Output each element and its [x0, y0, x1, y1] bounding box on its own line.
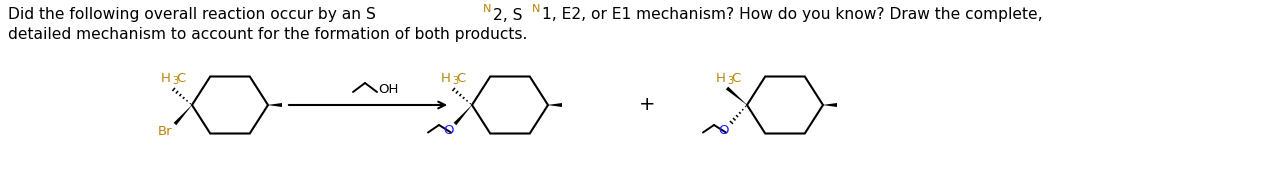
Text: C: C [731, 73, 740, 85]
Text: 2, S: 2, S [493, 7, 522, 22]
Text: H: H [441, 73, 451, 85]
Polygon shape [454, 105, 472, 125]
Polygon shape [548, 103, 562, 107]
Text: H: H [716, 73, 726, 85]
Polygon shape [824, 103, 838, 107]
Text: H: H [161, 73, 172, 85]
Text: 3: 3 [452, 76, 459, 86]
Polygon shape [268, 103, 282, 107]
Text: C: C [456, 73, 465, 85]
Text: C: C [175, 73, 186, 85]
Text: detailed mechanism to account for the formation of both products.: detailed mechanism to account for the fo… [8, 27, 527, 42]
Text: 1, E2, or E1 mechanism? How do you know? Draw the complete,: 1, E2, or E1 mechanism? How do you know?… [543, 7, 1043, 22]
Text: 3: 3 [727, 76, 733, 86]
Text: N: N [531, 4, 540, 14]
Polygon shape [726, 87, 747, 105]
Polygon shape [174, 105, 192, 125]
Text: 3: 3 [173, 76, 179, 86]
Text: O: O [718, 124, 730, 138]
Text: OH: OH [377, 82, 398, 96]
Text: Br: Br [158, 125, 172, 138]
Text: N: N [483, 4, 491, 14]
Text: O: O [444, 124, 454, 138]
Text: +: + [639, 95, 656, 113]
Text: Did the following overall reaction occur by an S: Did the following overall reaction occur… [8, 7, 376, 22]
